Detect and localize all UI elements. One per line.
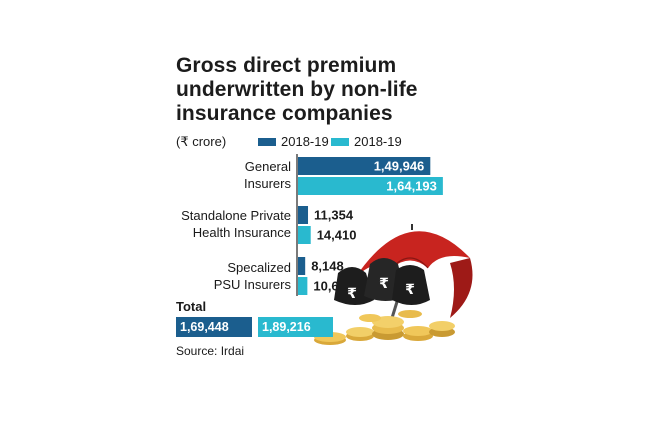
bar-3-series-1 — [298, 257, 306, 275]
source-note: Source: Irdai — [176, 344, 245, 358]
bar-value-label-2-series-1: 11,354 — [314, 208, 354, 223]
bar-value-label-2-series-2: 14,410 — [317, 228, 357, 243]
bar-3-series-2 — [298, 277, 308, 295]
svg-text:₹: ₹ — [405, 281, 415, 297]
bar-value-label-1-series-1: 1,49,946 — [374, 159, 425, 174]
unit-label: (₹ crore) — [176, 134, 227, 149]
legend-swatch-series-1 — [258, 137, 276, 146]
legend-item-series-2: 2018-19 — [331, 134, 402, 149]
umbrella-money-bags-illustration: ₹ ₹ ₹ — [314, 224, 473, 345]
category-label-standalone-health: Standalone Private Health Insurance — [181, 208, 291, 240]
legend-swatch-series-2 — [331, 137, 349, 146]
bar-1-series-2 — [298, 177, 443, 195]
chart-title: Gross direct premium underwritten by non… — [176, 54, 418, 125]
bar-1-series-1 — [298, 157, 431, 175]
total-value-series-1: 1,69,448 — [176, 317, 252, 337]
legend-label-series-2: 2018-19 — [354, 134, 402, 149]
total-label: Total — [176, 299, 207, 314]
legend-item-series-1: 2018-19 — [258, 134, 329, 149]
svg-text:₹: ₹ — [347, 285, 357, 301]
bar-value-label-1-series-2: 1,64,193 — [386, 179, 437, 194]
bar-2-series-2 — [298, 226, 311, 244]
total-value-series-2: 1,89,216 — [258, 317, 333, 337]
category-label-psu-insurers: Specalized PSU Insurers — [213, 260, 291, 292]
bar-2-series-1 — [298, 206, 309, 224]
bar-value-label-3-series-1: 8,148 — [311, 259, 344, 274]
legend-label-series-1: 2018-19 — [281, 134, 329, 149]
svg-text:₹: ₹ — [379, 275, 389, 291]
category-label-general-insurers: General Insurers — [244, 159, 291, 191]
